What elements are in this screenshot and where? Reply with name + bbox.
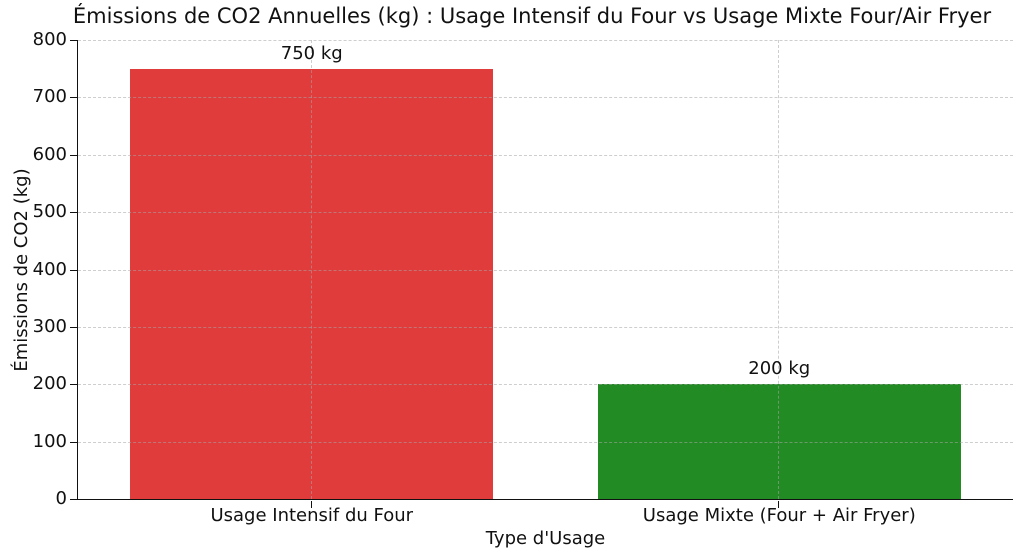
- grid-layer: [78, 40, 1013, 499]
- grid-line-horizontal: [78, 40, 1013, 41]
- y-tick-label: 800: [32, 29, 67, 50]
- x-tick-label: Usage Mixte (Four + Air Fryer): [642, 505, 916, 526]
- y-tick-mark: [70, 269, 77, 271]
- y-tick-mark: [70, 212, 77, 214]
- y-tick-label: 200: [32, 373, 67, 395]
- x-tick-label: Usage Intensif du Four: [210, 505, 414, 526]
- y-tick-label: 100: [32, 430, 67, 452]
- grid-line-horizontal: [78, 154, 1013, 156]
- plot-area: 0 100 200 300 400 500 600 700 800 Usage Intensif …: [33, 31, 1013, 548]
- bar-value-label: 750 kg: [280, 42, 343, 64]
- y-tick-mark: [70, 441, 77, 443]
- x-tick-mark: [778, 501, 780, 508]
- bar-value-label: 200 kg: [748, 358, 811, 380]
- grid-line-horizontal: [78, 212, 1013, 214]
- ticks-layer: 0 100 200 300 400 500 600 700 800 Usage Intensif …: [33, 31, 1013, 525]
- grid-line-horizontal: [78, 384, 1013, 386]
- y-tick-mark: [70, 97, 77, 99]
- y-tick-mark: [70, 40, 77, 41]
- y-tick-label: 700: [32, 86, 67, 108]
- y-tick-mark: [70, 154, 77, 156]
- y-tick-mark: [70, 384, 77, 386]
- grid-line-horizontal: [78, 269, 1013, 271]
- y-tick-label: 600: [32, 143, 67, 165]
- y-tick-label: 300: [32, 315, 67, 337]
- y-tick-label: 0: [55, 488, 67, 509]
- y-tick-label: 400: [32, 258, 67, 280]
- x-axis-label: Type d'Usage: [485, 528, 606, 549]
- x-tick-mark: [310, 501, 312, 508]
- y-axis-label: Émissions de CO2 (kg): [11, 168, 32, 372]
- grid-line-horizontal: [78, 326, 1013, 328]
- y-tick-mark: [70, 499, 77, 500]
- grid-line-horizontal: [78, 441, 1013, 443]
- grid-line-vertical: [310, 40, 312, 499]
- grid-line-horizontal: [78, 97, 1013, 99]
- chart-title: Émissions de CO2 Annuelles (kg) : Usage …: [72, 4, 992, 28]
- y-tick-mark: [70, 326, 77, 328]
- grid-line-vertical: [778, 40, 780, 499]
- y-tick-label: 500: [32, 201, 67, 223]
